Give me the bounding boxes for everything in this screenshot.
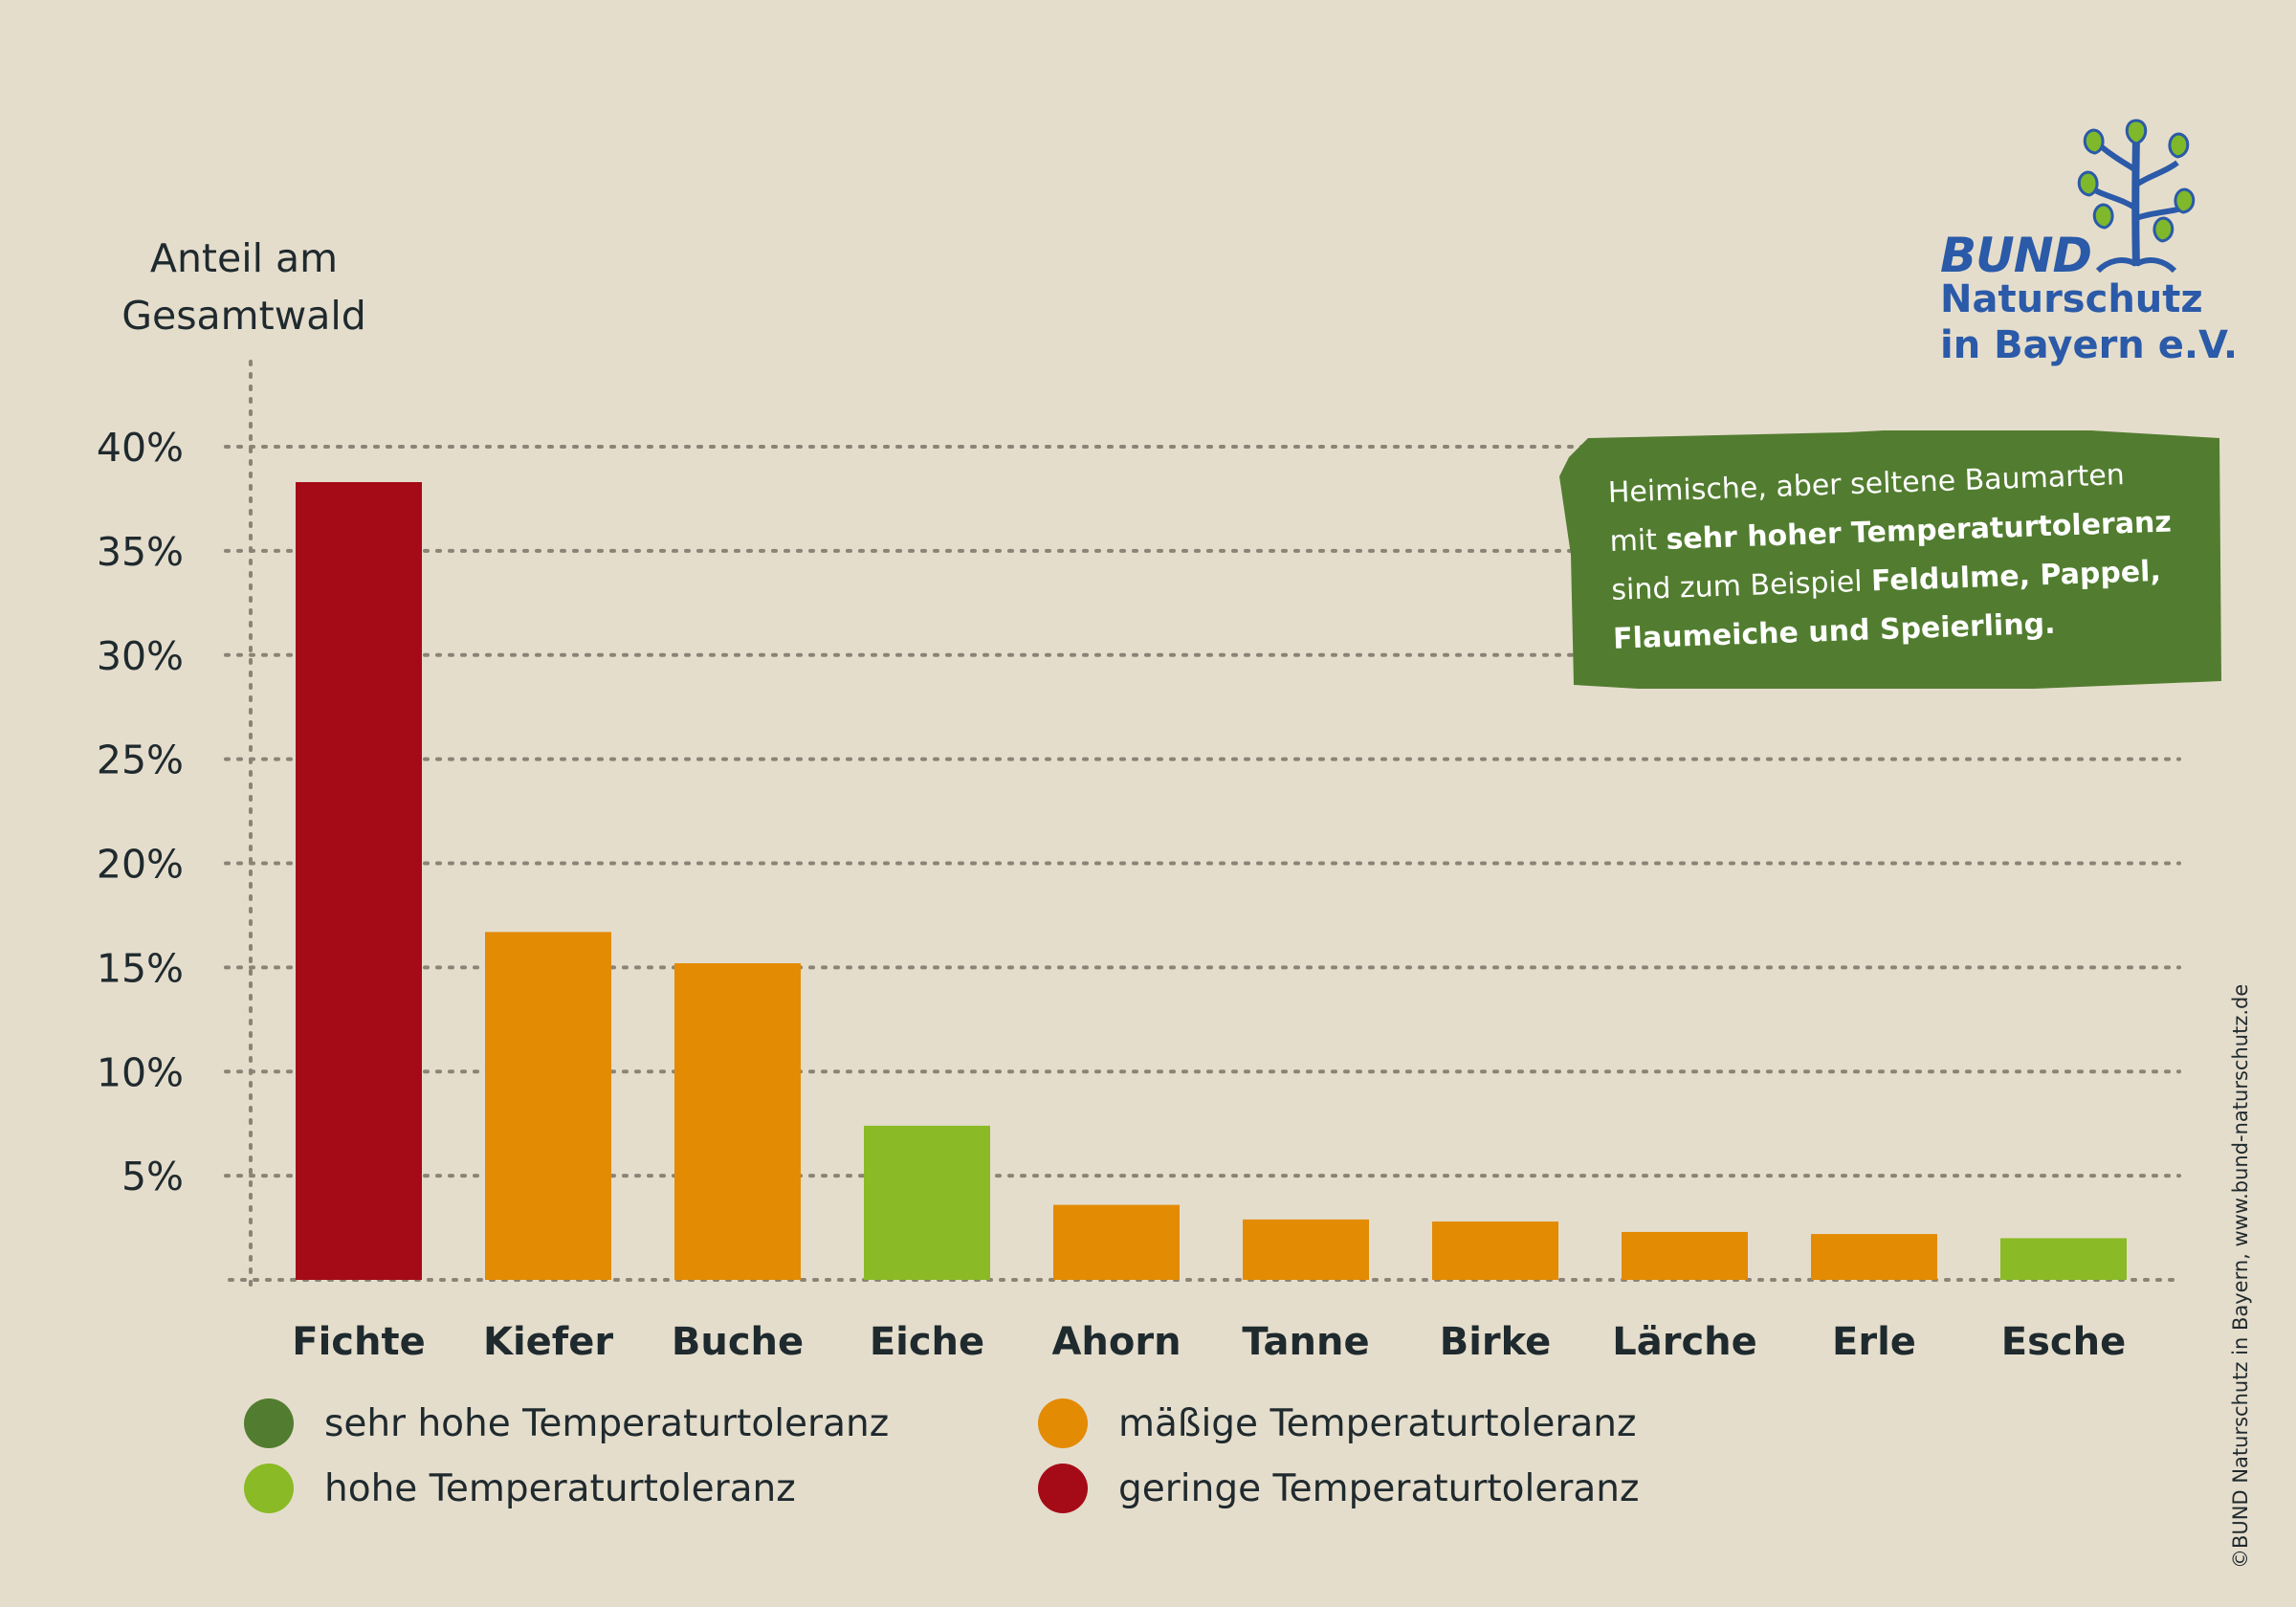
copyright-credit: ©BUND Naturschutz in Bayern, www.bund-na…: [2229, 983, 2252, 1569]
x-tick-label: Ahorn: [1051, 1320, 1181, 1364]
logo-line2: Naturschutz: [1940, 277, 2203, 321]
legend-dot-sehr-hohe: [244, 1398, 294, 1448]
legend-dot-hohe: [244, 1464, 294, 1513]
bar-tanne: [1243, 1219, 1369, 1280]
x-tick-label: Buche: [672, 1320, 804, 1364]
y-tick-label: 25%: [97, 737, 184, 783]
legend-item-maessige: mäßige Temperaturtoleranz: [1038, 1398, 1636, 1448]
legend-item-sehr-hohe: sehr hohe Temperaturtoleranz: [244, 1398, 889, 1448]
legend: sehr hohe Temperaturtoleranz mäßige Temp…: [244, 1398, 1679, 1532]
y-tick-label: 10%: [97, 1049, 184, 1095]
y-tick-label: 40%: [97, 425, 184, 471]
bar-kiefer: [485, 932, 611, 1280]
callout-box: Heimische, aber seltene Baumarten mit se…: [1559, 430, 2229, 689]
legend-dot-maessige: [1038, 1398, 1088, 1448]
bar-fichte: [296, 482, 422, 1281]
callout-line3-bold: Feldulme, Pappel,: [1870, 554, 2162, 599]
y-tick-label: 35%: [97, 529, 184, 575]
bar-eiche: [864, 1125, 990, 1280]
bar-ahorn: [1053, 1204, 1180, 1280]
y-tick-label: 20%: [97, 842, 184, 888]
logo-line3: in Bayern e.V.: [1940, 323, 2239, 367]
bar-buche: [674, 963, 801, 1280]
legend-label: hohe Temperaturtoleranz: [324, 1466, 796, 1510]
logo-name: BUND: [1940, 228, 2092, 283]
x-tick-label: Tanne: [1242, 1320, 1369, 1364]
y-axis-title: Anteil am Gesamtwald: [105, 230, 383, 344]
bar-esche: [2000, 1238, 2127, 1280]
callout-line2-prefix: mit: [1609, 522, 1667, 559]
x-tick-label: Kiefer: [483, 1320, 613, 1364]
x-tick-label: Birke: [1440, 1320, 1552, 1364]
callout-line3-prefix: sind zum Beispiel: [1610, 564, 1872, 607]
bar-lärche: [1622, 1231, 1748, 1280]
bar-erle: [1811, 1234, 1937, 1280]
callout-line4-bold: Flaumeiche und Speierling.: [1612, 606, 2057, 656]
legend-item-hohe: hohe Temperaturtoleranz: [244, 1464, 796, 1513]
y-tick-label: 5%: [121, 1154, 184, 1200]
tree-icon: [2077, 119, 2196, 274]
legend-dot-geringe: [1038, 1464, 1088, 1513]
legend-label: geringe Temperaturtoleranz: [1118, 1466, 1640, 1510]
callout-background: [1559, 430, 2221, 689]
legend-label: mäßige Temperaturtoleranz: [1118, 1401, 1637, 1445]
x-tick-label: Lärche: [1612, 1320, 1757, 1364]
x-tick-label: Fichte: [292, 1320, 425, 1364]
y-tick-label: 15%: [97, 945, 184, 991]
legend-label: sehr hohe Temperaturtoleranz: [324, 1401, 890, 1445]
callout-text: Heimische, aber seltene Baumarten mit se…: [1607, 448, 2226, 664]
bar-birke: [1432, 1222, 1558, 1280]
bund-logo: BUND Naturschutz in Bayern e.V.: [1932, 113, 2238, 371]
y-axis-title-line2: Gesamtwald: [121, 293, 366, 339]
y-axis-title-line1: Anteil am: [149, 235, 339, 281]
x-tick-label: Esche: [2001, 1320, 2126, 1364]
y-tick-label: 30%: [97, 633, 184, 679]
x-tick-label: Erle: [1832, 1320, 1916, 1364]
legend-item-geringe: geringe Temperaturtoleranz: [1038, 1464, 1640, 1513]
x-tick-label: Eiche: [870, 1320, 984, 1364]
